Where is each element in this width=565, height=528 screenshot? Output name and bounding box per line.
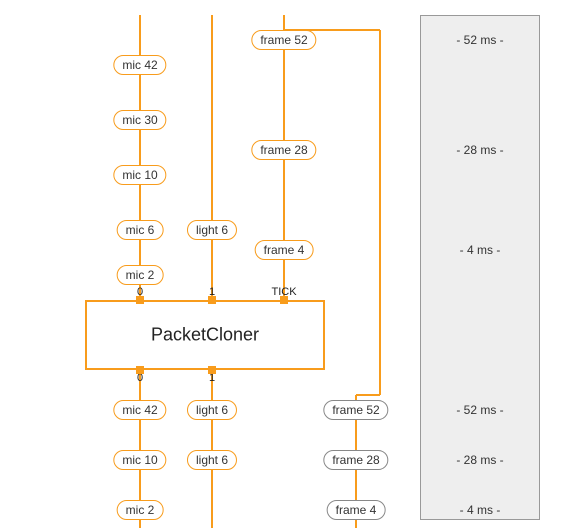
in-port-dot (136, 296, 144, 304)
output-mic-packet: mic 42 (113, 400, 166, 420)
input-mic-packet: mic 10 (113, 165, 166, 185)
input-frame-packet: frame 28 (251, 140, 316, 160)
output-light-packet: light 6 (187, 450, 237, 470)
output-light-packet: light 6 (187, 400, 237, 420)
out-port-dot (208, 366, 216, 374)
input-light-packet: light 6 (187, 220, 237, 240)
input-mic-packet: mic 42 (113, 55, 166, 75)
output-frame-packet: frame 4 (327, 500, 386, 520)
in-port-dot (208, 296, 216, 304)
time-bar (420, 15, 540, 520)
time-label: - 28 ms - (456, 453, 503, 467)
input-frame-packet: frame 4 (255, 240, 314, 260)
in-port-dot (280, 296, 288, 304)
input-frame-packet: frame 52 (251, 30, 316, 50)
time-label: - 52 ms - (456, 33, 503, 47)
input-mic-packet: mic 2 (117, 265, 164, 285)
output-mic-packet: mic 10 (113, 450, 166, 470)
input-mic-packet: mic 30 (113, 110, 166, 130)
output-mic-packet: mic 2 (117, 500, 164, 520)
input-mic-packet: mic 6 (117, 220, 164, 240)
output-frame-packet: frame 28 (323, 450, 388, 470)
node-title: PacketCloner (151, 325, 259, 346)
time-label: - 28 ms - (456, 143, 503, 157)
time-label: - 52 ms - (456, 403, 503, 417)
time-label: - 4 ms - (460, 243, 501, 257)
packet-cloner-node: PacketCloner (85, 300, 325, 370)
output-frame-packet: frame 52 (323, 400, 388, 420)
time-label: - 4 ms - (460, 503, 501, 517)
out-port-dot (136, 366, 144, 374)
